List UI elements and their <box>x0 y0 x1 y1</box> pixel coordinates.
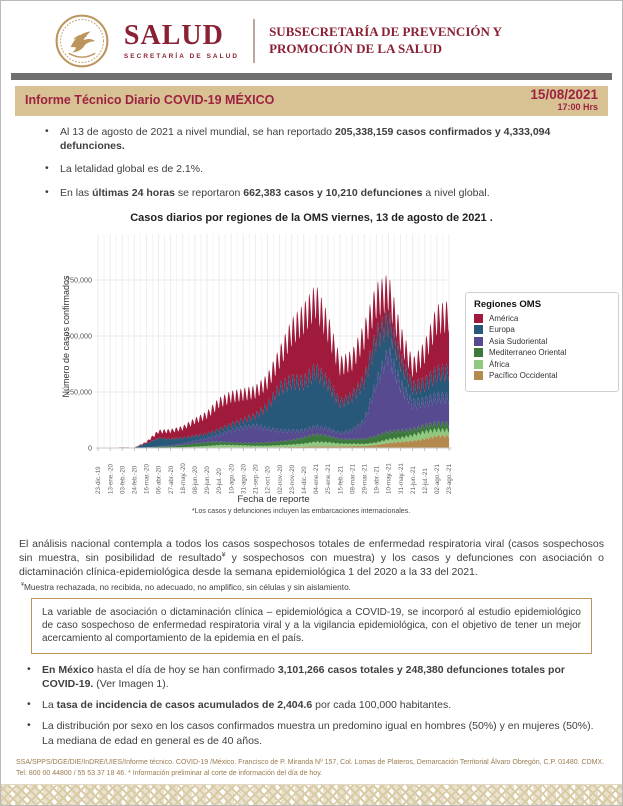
legend-swatch <box>474 348 483 358</box>
brand-secretaria: SECRETARÍA DE SALUD <box>123 53 240 60</box>
svg-text:08-mar.-21: 08-mar.-21 <box>349 463 356 493</box>
legend-swatch <box>474 313 483 323</box>
legend-label: América <box>489 313 519 323</box>
legend-swatch <box>474 325 483 335</box>
global-bullets: Al 13 de agosto de 2021 a nivel mundial,… <box>43 124 602 200</box>
bullet-item: La letalidad global es de 2.1%. <box>43 161 602 176</box>
svg-text:18-may.-20: 18-may.-20 <box>180 462 187 493</box>
svg-text:29-jun.-20: 29-jun.-20 <box>204 465 211 493</box>
y-axis-title: Número de casos confirmados <box>61 275 71 398</box>
logo-divider <box>253 19 256 63</box>
legend-swatch <box>474 371 483 381</box>
svg-text:750,000: 750,000 <box>66 275 92 284</box>
svg-text:29-mar.-21: 29-mar.-21 <box>362 463 369 493</box>
decorative-band <box>1 784 622 805</box>
legend-label: Europa <box>489 325 515 335</box>
svg-text:21-jun.-21: 21-jun.-21 <box>410 465 417 493</box>
report-title: Informe Técnico Diario COVID-19 MÉXICO <box>25 93 275 108</box>
footer: SSA/SPPS/DGE/DIE/InDRE/UIES/Informe técn… <box>1 758 622 805</box>
chart-legend: Regiones OMS América Europa Asia Sudorient… <box>465 291 619 392</box>
chart-title: Casos diarios por regiones de la OMS vie… <box>130 211 493 224</box>
svg-text:10-ago.-20: 10-ago.-20 <box>228 463 235 493</box>
svg-text:02-ago.-21: 02-ago.-21 <box>434 463 441 493</box>
svg-text:31-ago.-20: 31-ago.-20 <box>240 463 247 493</box>
svg-text:24-feb.-20: 24-feb.-20 <box>132 465 139 494</box>
svg-text:250,000: 250,000 <box>66 387 92 396</box>
svg-text:19-abr.-21: 19-abr.-21 <box>374 465 381 494</box>
svg-text:10-may.-21: 10-may.-21 <box>386 462 393 493</box>
chart-section: Casos diarios por regiones de la OMS vie… <box>1 212 622 522</box>
svg-text:06-abr.-20: 06-abr.-20 <box>156 465 163 494</box>
legend-items: América Europa Asia Sudoriental Mediterrane… <box>474 313 610 381</box>
stacked-bar-chart: 0 250,000 500,000 750,000 23-dic.-19 13-ene.-… <box>66 233 453 494</box>
svg-text:23-dic.-19: 23-dic.-19 <box>95 466 102 494</box>
svg-text:12-jul.-21: 12-jul.-21 <box>422 467 429 493</box>
mexico-bullets: En México hasta el día de hoy se han con… <box>25 662 602 748</box>
report-date: 15/08/2021 <box>530 87 598 102</box>
svg-text:08-jun.-20: 08-jun.-20 <box>192 465 199 493</box>
subsecretaria-title: SUBSECRETARÍA DE PREVENCIÓN Y PROMOCIÓN … <box>269 24 502 56</box>
svg-text:23-ago.-21: 23-ago.-21 <box>446 463 453 493</box>
legend-swatch <box>474 336 483 346</box>
bullet-item: En las últimas 24 horas se reportaron 66… <box>43 185 602 200</box>
bullet-item: En México hasta el día de hoy se han con… <box>25 662 602 692</box>
legend-item: Asia Sudoriental <box>474 336 610 346</box>
svg-text:0: 0 <box>88 443 92 452</box>
analysis-paragraph: El análisis nacional contempla a todos l… <box>19 537 604 578</box>
legend-item: África <box>474 359 610 369</box>
bullet-item: Al 13 de agosto de 2021 a nivel mundial,… <box>43 124 602 154</box>
report-banner: Informe Técnico Diario COVID-19 MÉXICO 1… <box>15 86 608 116</box>
analysis-footnote: ¥Muestra rechazada, no recibida, no adec… <box>21 581 351 592</box>
legend-title: Regiones OMS <box>474 298 542 310</box>
legend-label: África <box>489 359 510 369</box>
svg-text:03-feb.-20: 03-feb.-20 <box>119 465 126 494</box>
header: SALUD SECRETARÍA DE SALUD SUBSECRETARÍA … <box>1 1 622 70</box>
salud-seal-icon <box>55 14 109 68</box>
divider-bar <box>11 73 612 80</box>
svg-text:04-ene.-21: 04-ene.-21 <box>313 463 320 493</box>
chart-area: 0 250,000 500,000 750,000 23-dic.-19 13-ene.-… <box>1 226 622 522</box>
svg-text:27-abr.-20: 27-abr.-20 <box>168 465 175 494</box>
svg-text:02-nov.-20: 02-nov.-20 <box>277 464 284 494</box>
svg-text:15-feb.-21: 15-feb.-21 <box>337 465 344 494</box>
svg-text:16-mar.-20: 16-mar.-20 <box>144 463 151 493</box>
svg-text:31-may.-21: 31-may.-21 <box>398 462 405 493</box>
note-box: La variable de asociación o dictaminació… <box>31 597 592 654</box>
chart-footnote: *Los casos y defunciones incluyen las em… <box>191 507 411 515</box>
report-time: 17:00 Hrs <box>557 101 598 112</box>
svg-text:12-oct.-20: 12-oct.-20 <box>265 465 272 493</box>
svg-text:25-ene.-21: 25-ene.-21 <box>325 463 332 493</box>
legend-label: Pacífico Occidental <box>489 371 558 381</box>
svg-text:500,000: 500,000 <box>66 331 92 340</box>
footer-text: SSA/SPPS/DGE/DIE/InDRE/UIES/Informe técn… <box>16 759 605 777</box>
legend-label: Mediterraneo Oriental <box>489 348 567 358</box>
x-axis-title: Fecha de reporte <box>237 493 310 505</box>
svg-text:23-nov.-20: 23-nov.-20 <box>289 464 296 494</box>
legend-item: Mediterraneo Oriental <box>474 348 610 358</box>
svg-text:14-dic.-20: 14-dic.-20 <box>301 466 308 494</box>
legend-swatch <box>474 359 483 369</box>
bullet-item: La distribución por sexo en los casos co… <box>25 718 602 748</box>
report-datetime: 15/08/2021 17:00 Hrs <box>530 87 598 113</box>
svg-text:21-sep.-20: 21-sep.-20 <box>253 464 260 494</box>
svg-text:20-jul.-20: 20-jul.-20 <box>216 467 223 493</box>
svg-text:13-ene.-20: 13-ene.-20 <box>107 463 114 493</box>
legend-label: Asia Sudoriental <box>489 336 548 346</box>
brand-salud: SALUD <box>123 20 224 51</box>
legend-item: Pacífico Occidental <box>474 371 610 381</box>
legend-item: América <box>474 313 610 323</box>
bullet-item: La tasa de incidencia de casos acumulado… <box>25 697 602 712</box>
legend-item: Europa <box>474 325 610 335</box>
